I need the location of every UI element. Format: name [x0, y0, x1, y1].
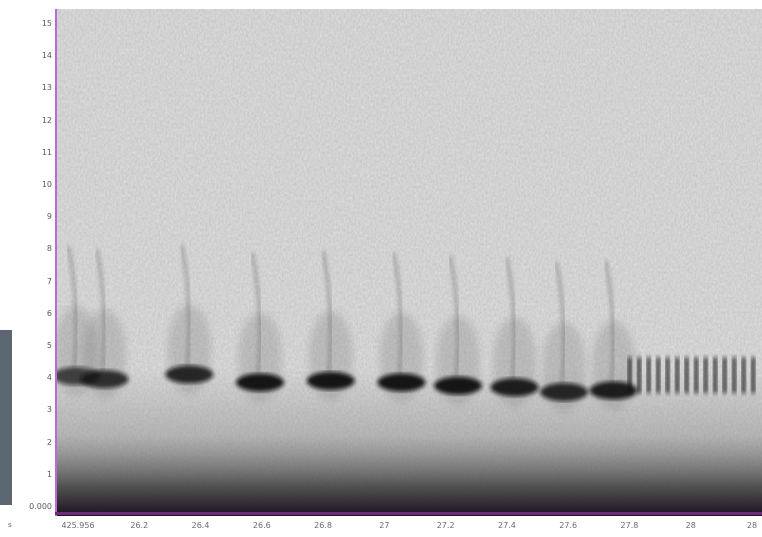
y-tick-label: 0.000 [29, 502, 52, 511]
trill-stroke [637, 357, 642, 394]
y-tick-label: 7 [46, 276, 52, 286]
trill-stroke [646, 357, 651, 394]
x-tick-label: 26.4 [191, 521, 210, 530]
x-tick-label: 27.4 [498, 521, 516, 530]
y-tick-label: 6 [46, 308, 52, 318]
note-mark [80, 248, 129, 400]
trill-stroke [684, 357, 689, 394]
trill-stroke [741, 357, 746, 394]
trill-stroke [694, 357, 699, 394]
trill-stroke [665, 357, 670, 394]
y-tick-label: 8 [46, 244, 52, 254]
x-tick-label: 27.2 [436, 521, 455, 530]
trill-stroke [656, 357, 661, 394]
note-mark [589, 260, 638, 411]
note-mark [490, 256, 539, 408]
note-mark [236, 252, 285, 403]
y-tick-label: 14 [41, 51, 52, 61]
spectrogram-plot [55, 9, 762, 516]
y-tick-label: 13 [41, 83, 52, 93]
window-edge-strip [0, 330, 12, 505]
y-tick-label: 12 [41, 115, 52, 125]
y-tick-label: 15 [41, 19, 52, 29]
x-tick-label: 26.2 [130, 521, 149, 530]
x-axis-line [55, 512, 762, 515]
x-tick-label: 27 [379, 521, 390, 530]
note-mark [433, 255, 482, 406]
trill-stroke [675, 357, 680, 394]
x-tick-label: 28 [685, 521, 696, 530]
y-tick-label: 3 [46, 405, 52, 415]
note-marks [55, 244, 756, 413]
note-mark [165, 244, 214, 395]
x-tick-label: 425.956 [61, 521, 95, 530]
axis-corner-label: s [8, 521, 12, 529]
note-mark [377, 252, 426, 403]
y-tick-label: 9 [46, 212, 52, 222]
trill-stroke [627, 357, 632, 394]
y-tick-label: 10 [41, 180, 52, 190]
x-tick-label: 27.8 [620, 521, 639, 530]
y-axis-line [55, 9, 57, 516]
trill-stroke [703, 357, 708, 394]
y-tick-label: 5 [46, 341, 52, 351]
x-tick-label: 26.6 [252, 521, 271, 530]
note-mark [540, 261, 589, 413]
trill-stroke [751, 357, 756, 394]
note-mark [306, 250, 355, 401]
trill-stroke [713, 357, 718, 394]
x-tick-label: 28 [746, 521, 758, 530]
trill-stroke [722, 357, 727, 394]
y-tick-label: 2 [46, 437, 52, 447]
x-tick-label: 26.8 [314, 521, 332, 530]
y-tick-label: 1 [46, 469, 52, 479]
x-tick-label: 27.6 [559, 521, 578, 530]
y-tick-label: 11 [41, 147, 52, 157]
trill-stroke [732, 357, 737, 394]
y-tick-label: 4 [46, 373, 52, 383]
spectrogram-canvas [55, 9, 762, 516]
